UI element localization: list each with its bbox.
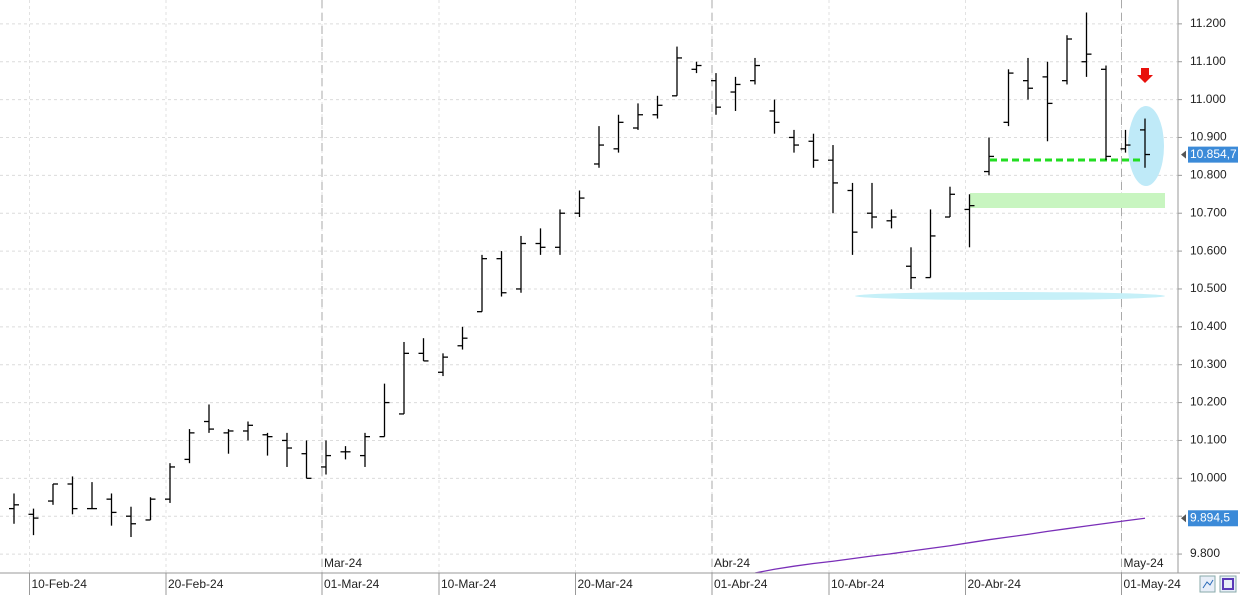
down-arrow: [1137, 68, 1153, 83]
price-box: [1188, 146, 1238, 163]
y-tick-label: 10.900: [1190, 130, 1227, 144]
price-label: 10.854,7: [1190, 147, 1237, 161]
x-tick-label: 20-Abr-24: [968, 577, 1022, 591]
x-tick-label: 10-Abr-24: [831, 577, 885, 591]
zoom-button[interactable]: [1199, 575, 1216, 593]
price-marker: [1181, 150, 1186, 159]
y-tick-label: 11.000: [1190, 92, 1226, 106]
y-tick-label: 10.400: [1190, 319, 1227, 333]
price-label: 9.894,5: [1190, 510, 1230, 524]
y-tick-label: 10.700: [1190, 205, 1227, 219]
period-label: May-24: [1124, 556, 1164, 570]
x-tick-label: 10-Mar-24: [441, 577, 497, 591]
y-tick-label: 10.200: [1190, 395, 1227, 409]
y-tick-label: 10.800: [1190, 168, 1227, 182]
highlight-ellipse: [1128, 106, 1164, 186]
x-tick-label: 01-Abr-24: [714, 577, 768, 591]
low-ellipse: [855, 292, 1165, 300]
grid: [0, 0, 1178, 573]
y-tick-label: 10.300: [1190, 357, 1227, 371]
save-icon: [1222, 578, 1234, 590]
y-tick-label: 10.000: [1190, 470, 1227, 484]
labels: 9.8009.90010.00010.10010.20010.30010.400…: [29, 16, 1238, 595]
x-tick-label: 10-Feb-24: [32, 577, 88, 591]
y-tick-label: 10.600: [1190, 243, 1227, 257]
y-tick-label: 11.100: [1190, 54, 1226, 68]
x-tick-label: 01-May-24: [1124, 577, 1182, 591]
period-label: Abr-24: [714, 556, 750, 570]
x-tick-label: 01-Mar-24: [324, 577, 380, 591]
x-tick-label: 20-Mar-24: [578, 577, 634, 591]
plot: [9, 12, 1150, 573]
moving-average: [754, 517, 1146, 573]
y-tick-label: 10.100: [1190, 433, 1227, 447]
y-tick-label: 11.200: [1190, 16, 1226, 30]
y-tick-label: 9.800: [1190, 546, 1220, 560]
price-box: [1188, 510, 1238, 527]
period-label: Mar-24: [324, 556, 362, 570]
x-tick-label: 20-Feb-24: [168, 577, 224, 591]
price-marker: [1181, 514, 1186, 523]
zoom-icon: [1202, 579, 1214, 589]
support-band: [970, 193, 1165, 208]
y-tick-label: 10.500: [1190, 281, 1227, 295]
